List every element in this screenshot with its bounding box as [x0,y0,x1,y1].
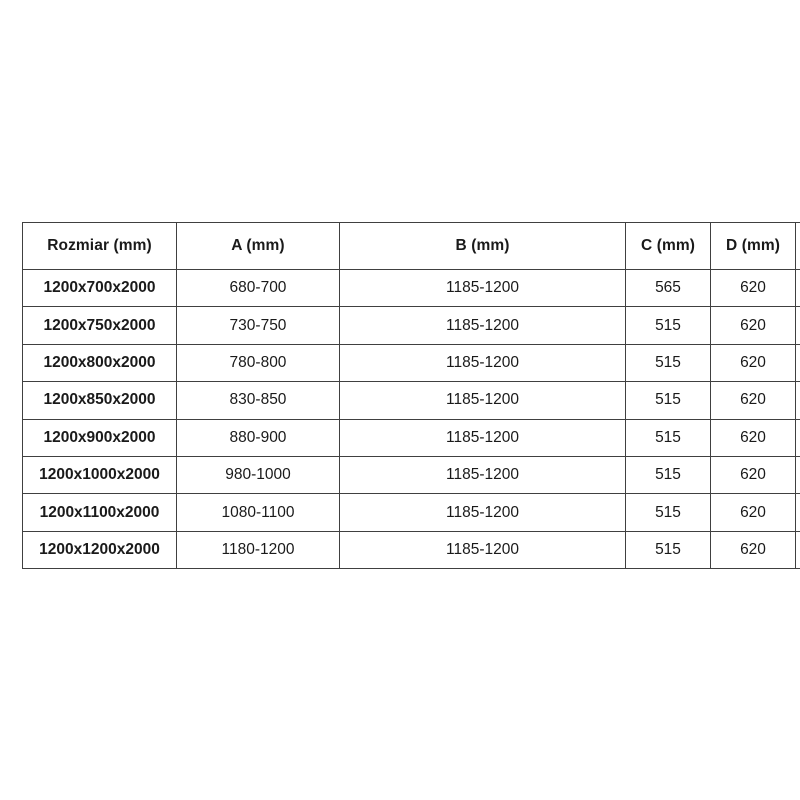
cell-c: 515 [625,418,711,457]
cell-d: 620 [710,343,796,383]
cell-x: 500 [795,418,800,457]
cell-d: 620 [710,381,796,420]
column-header-x: X (mm) [795,222,800,270]
cell-b: 1185-1200 [339,493,626,532]
cell-d: 620 [710,418,796,457]
cell-a: 880-900 [176,418,340,457]
cell-a: 730-750 [176,306,340,345]
cell-c: 515 [625,530,711,570]
cell-b: 1185-1200 [339,455,626,495]
cell-a: 780-800 [176,343,340,383]
cell-b: 1185-1200 [339,530,626,570]
cell-size: 1200x1000x2000 [22,455,177,495]
cell-c: 515 [625,493,711,532]
column-header-b: B (mm) [339,222,626,270]
cell-c: 515 [625,343,711,383]
dimensions-table: Rozmiar (mm)A (mm)B (mm)C (mm)D (mm)X (m… [22,222,800,570]
table-row: 1200x1100x20001080-11001185-120051562050… [22,493,800,532]
cell-size: 1200x700x2000 [22,268,177,308]
cell-b: 1185-1200 [339,381,626,420]
cell-x: 500 [795,343,800,383]
cell-size: 1200x850x2000 [22,381,177,420]
cell-x: 500 [795,455,800,495]
cell-a: 980-1000 [176,455,340,495]
cell-c: 515 [625,306,711,345]
cell-c: 515 [625,381,711,420]
cell-x: 500 [795,493,800,532]
cell-a: 1180-1200 [176,530,340,570]
cell-a: 680-700 [176,268,340,308]
table-body: 1200x700x2000680-7001185-120056562050012… [22,268,800,570]
cell-a: 1080-1100 [176,493,340,532]
cell-x: 500 [795,381,800,420]
cell-d: 620 [710,530,796,570]
cell-x: 500 [795,268,800,308]
cell-d: 620 [710,268,796,308]
cell-size: 1200x900x2000 [22,418,177,457]
cell-x: 500 [795,530,800,570]
cell-size: 1200x800x2000 [22,343,177,383]
column-header-a: A (mm) [176,222,340,270]
cell-b: 1185-1200 [339,268,626,308]
cell-d: 620 [710,306,796,345]
column-header-c: C (mm) [625,222,711,270]
cell-a: 830-850 [176,381,340,420]
column-header-d: D (mm) [710,222,796,270]
cell-c: 565 [625,268,711,308]
table-header-row: Rozmiar (mm)A (mm)B (mm)C (mm)D (mm)X (m… [22,222,800,270]
cell-b: 1185-1200 [339,418,626,457]
cell-size: 1200x1200x2000 [22,530,177,570]
cell-b: 1185-1200 [339,343,626,383]
table-row: 1200x1200x20001180-12001185-120051562050… [22,530,800,570]
cell-x: 500 [795,306,800,345]
column-header-size: Rozmiar (mm) [22,222,177,270]
cell-d: 620 [710,493,796,532]
cell-size: 1200x750x2000 [22,306,177,345]
cell-c: 515 [625,455,711,495]
cell-d: 620 [710,455,796,495]
cell-b: 1185-1200 [339,306,626,345]
table-header: Rozmiar (mm)A (mm)B (mm)C (mm)D (mm)X (m… [22,222,800,270]
cell-size: 1200x1100x2000 [22,493,177,532]
